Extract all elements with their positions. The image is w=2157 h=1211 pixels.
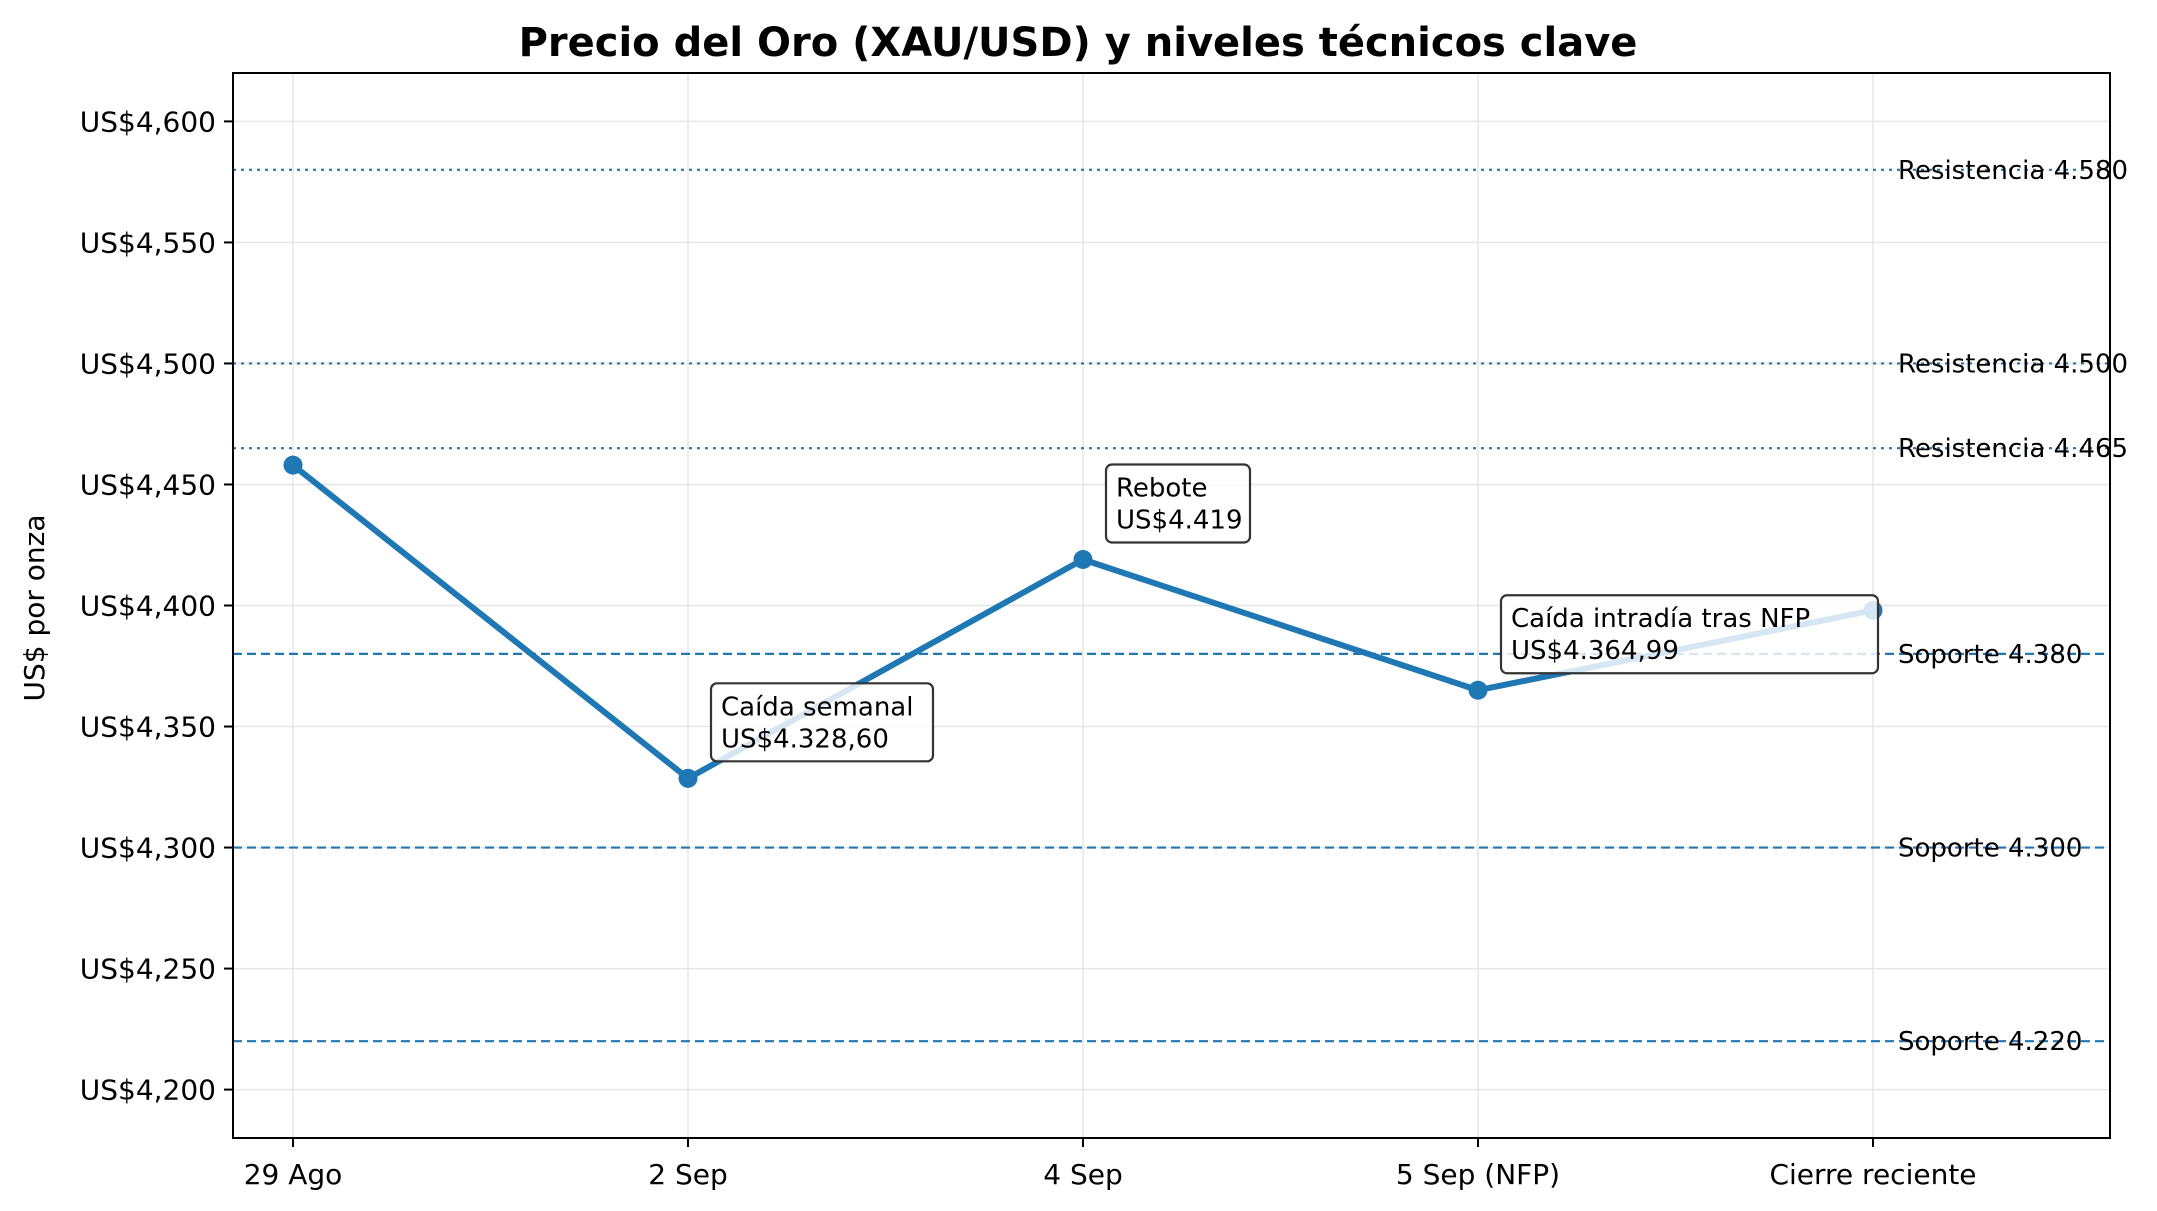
chart-title: Precio del Oro (XAU/USD) y niveles técni…: [519, 20, 1638, 66]
annotation-text: Caída intradía tras NFP: [1511, 604, 1810, 634]
annotation-text: US$4.419: [1116, 506, 1243, 536]
price-point: [1468, 680, 1488, 700]
y-tick-label: US$4,600: [80, 105, 216, 138]
annotation-text: Caída semanal: [721, 692, 913, 722]
y-tick-label: US$4,500: [80, 347, 216, 380]
y-tick-label: US$4,400: [80, 590, 216, 623]
y-tick-label: US$4,550: [80, 226, 216, 259]
price-point: [283, 455, 303, 475]
annotation-text: Rebote: [1116, 474, 1208, 504]
y-tick-label: US$4,450: [80, 468, 216, 501]
price-point: [678, 768, 698, 788]
technical-levels: Resistencia 4.580 Resistencia 4.500 Resist…: [233, 156, 2128, 1057]
y-tick-label: US$4,300: [80, 832, 216, 865]
x-tick-label: 29 Ago: [244, 1158, 343, 1191]
resistance-label: Resistencia 4.465: [1898, 434, 2128, 464]
x-tick-label: Cierre reciente: [1769, 1158, 1976, 1191]
y-tick-label: US$4,200: [80, 1074, 216, 1107]
annotation-box: [709, 682, 935, 763]
x-tick-label: 4 Sep: [1043, 1158, 1123, 1191]
y-tick-label: US$4,350: [80, 711, 216, 744]
annotation-box: [1499, 594, 1880, 675]
y-tick-label: US$4,250: [80, 953, 216, 986]
price-point: [1073, 550, 1093, 570]
resistance-label: Resistencia 4.500: [1898, 349, 2128, 379]
y-axis-label: US$ por onza: [18, 514, 51, 701]
support-label: Soporte 4.300: [1898, 834, 2082, 864]
resistance-label: Resistencia 4.580: [1898, 156, 2128, 186]
annotation-box: [1104, 463, 1252, 544]
x-tick-label: 2 Sep: [648, 1158, 728, 1191]
x-tick-label: 5 Sep (NFP): [1396, 1158, 1560, 1191]
ticks: 29 Ago 2 Sep 4 Sep 5 Sep (NFP) Cierre recien…: [80, 105, 1977, 1191]
support-label: Soporte 4.380: [1898, 640, 2082, 670]
support-label: Soporte 4.220: [1898, 1027, 2082, 1057]
annotation-text: US$4.364,99: [1511, 636, 1679, 666]
annotation-text: US$4.328,60: [721, 724, 889, 754]
